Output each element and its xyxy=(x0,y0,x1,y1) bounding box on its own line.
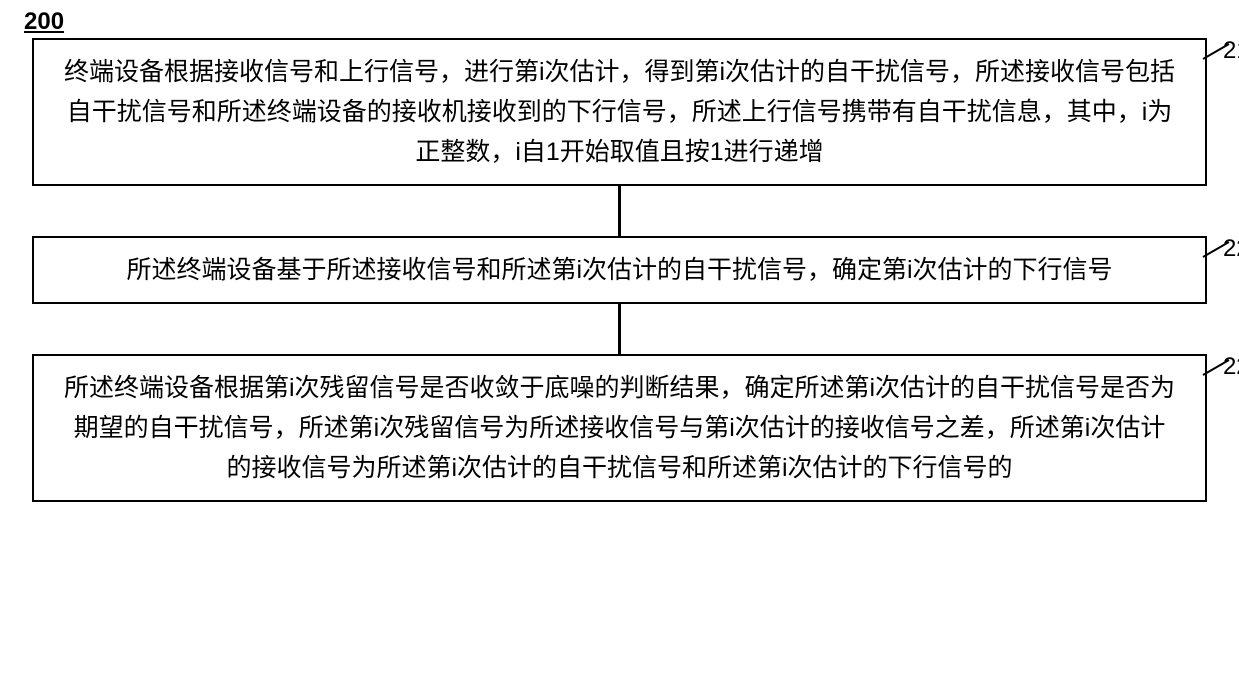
callout-label-230: 220 xyxy=(1223,348,1239,386)
flowchart-node-210: 210 终端设备根据接收信号和上行信号，进行第i次估计，得到第i次估计的自干扰信… xyxy=(32,38,1207,186)
node-text-220: 所述终端设备基于所述接收信号和所述第i次估计的自干扰信号，确定第i次估计的下行信… xyxy=(126,256,1112,284)
callout-label-220: 220 xyxy=(1223,230,1239,268)
flowchart-container: 210 终端设备根据接收信号和上行信号，进行第i次估计，得到第i次估计的自干扰信… xyxy=(32,38,1207,502)
flowchart-node-220: 220 所述终端设备基于所述接收信号和所述第i次估计的自干扰信号，确定第i次估计… xyxy=(32,236,1207,304)
connector-2 xyxy=(618,304,621,354)
connector-1 xyxy=(618,186,621,236)
node-text-210: 终端设备根据接收信号和上行信号，进行第i次估计，得到第i次估计的自干扰信号，所述… xyxy=(64,58,1175,166)
callout-label-210: 210 xyxy=(1223,32,1239,70)
figure-label: 200 xyxy=(24,8,64,36)
flowchart-node-230: 220 所述终端设备根据第i次残留信号是否收敛于底噪的判断结果，确定所述第i次估… xyxy=(32,354,1207,502)
node-text-230: 所述终端设备根据第i次残留信号是否收敛于底噪的判断结果，确定所述第i次估计的自干… xyxy=(64,374,1175,482)
